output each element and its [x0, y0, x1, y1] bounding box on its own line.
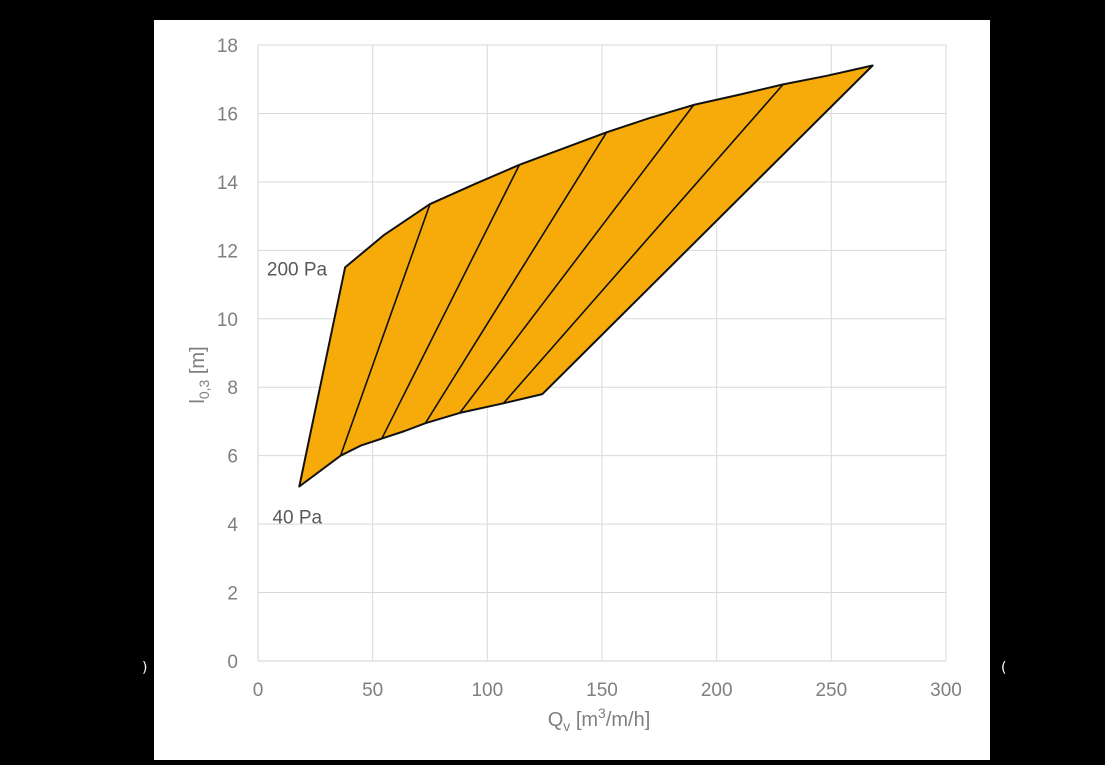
y-tick-label: 8 — [227, 378, 238, 399]
chart-svg: 0 50 100 150 200 250 300 0 2 4 6 8 10 12 14 16 18 200 Pa… — [187, 36, 962, 734]
y-tick-label: 14 — [217, 173, 239, 194]
y-tick-label: 6 — [227, 447, 238, 468]
operating-envelope — [298, 64, 874, 488]
iso-line — [424, 131, 608, 424]
iso-line — [459, 104, 695, 414]
annotation-40-pa: 40 Pa — [272, 507, 322, 528]
x-tick-label: 200 — [701, 680, 733, 701]
y-tick-label: 2 — [227, 584, 238, 605]
iso-line — [339, 203, 431, 456]
x-tick-label: 0 — [253, 680, 264, 701]
tick-layer: 0 50 100 150 200 250 300 0 2 4 6 8 10 12 14 16 18 — [217, 36, 962, 701]
y-tick-label: 12 — [217, 241, 238, 262]
y-axis-title: l0,3 [m] — [187, 346, 212, 403]
x-axis-title: Qv [m3/m/h] — [548, 705, 651, 734]
x-tick-label: 150 — [586, 680, 618, 701]
x-tick-label: 300 — [930, 680, 962, 701]
y-tick-label: 4 — [227, 515, 238, 536]
x-tick-label: 250 — [815, 680, 847, 701]
iso-line — [502, 83, 784, 404]
y-tick-label: 18 — [217, 36, 238, 57]
x-tick-label: 100 — [471, 680, 503, 701]
right-edge-mark: ( — [1001, 660, 1006, 676]
annotation-200-pa: 200 Pa — [267, 259, 328, 280]
y-tick-label: 0 — [227, 652, 238, 673]
left-edge-mark: ) — [142, 660, 147, 676]
y-tick-label: 16 — [217, 104, 238, 125]
chart-panel: 0 50 100 150 200 250 300 0 2 4 6 8 10 12 14 16 18 200 Pa… — [154, 20, 990, 760]
x-tick-label: 50 — [362, 680, 383, 701]
data-layer — [298, 64, 874, 488]
annotation-layer: 200 Pa 40 Pa — [267, 259, 328, 528]
y-tick-label: 10 — [217, 310, 238, 331]
iso-line — [381, 164, 521, 439]
